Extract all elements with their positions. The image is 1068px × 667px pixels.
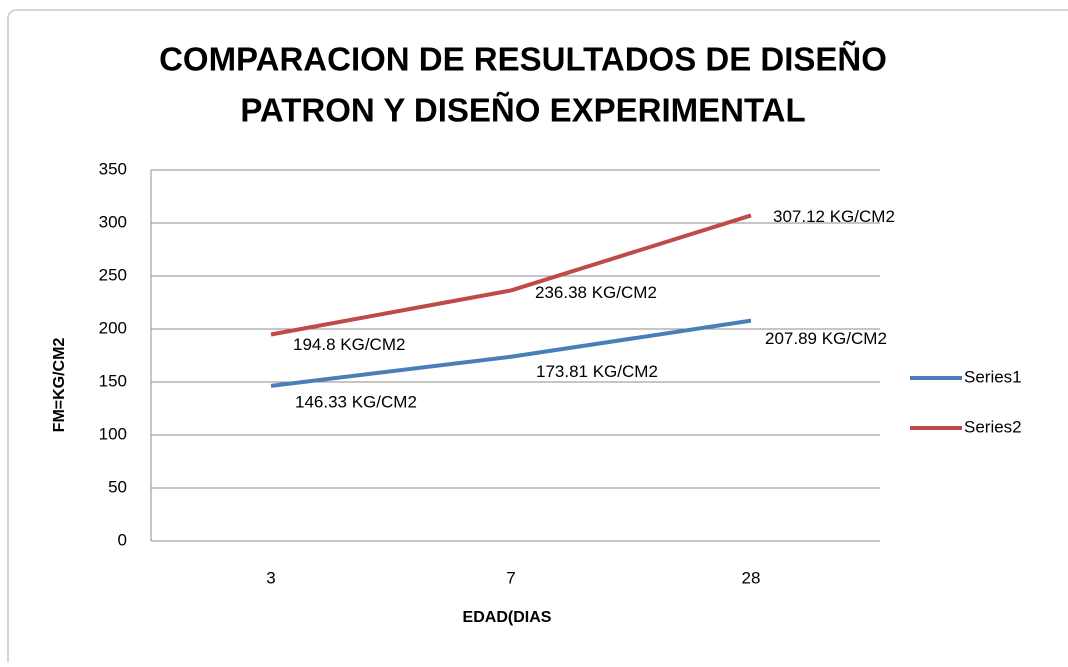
data-label: 173.81 KG/CM2 [536, 362, 658, 381]
y-tick-label: 50 [108, 477, 127, 496]
y-axis-title: FM=KG/CM2 [51, 338, 68, 433]
legend-label: Series2 [964, 417, 1022, 436]
chart-title: COMPARACION DE RESULTADOS DE DISEÑO [159, 41, 887, 78]
chart-title: PATRON Y DISEÑO EXPERIMENTAL [240, 92, 805, 129]
x-tick-label: 7 [506, 568, 515, 587]
x-axis-title: EDAD(DIAS [463, 609, 552, 626]
y-tick-label: 300 [99, 212, 127, 231]
chart-frame [7, 9, 1068, 667]
series-line [270, 318, 752, 388]
legend-label: Series1 [964, 367, 1022, 386]
y-tick-label: 150 [99, 371, 127, 390]
data-label: 307.12 KG/CM2 [773, 207, 895, 226]
y-tick-label: 0 [118, 530, 127, 549]
series-line [270, 213, 752, 337]
y-tick-label: 200 [99, 318, 127, 337]
data-label: 146.33 KG/CM2 [295, 392, 417, 411]
x-tick-label: 3 [266, 568, 275, 587]
data-label: 207.89 KG/CM2 [765, 329, 887, 348]
y-tick-label: 250 [99, 265, 127, 284]
x-tick-label: 28 [742, 568, 761, 587]
y-tick-label: 350 [99, 159, 127, 178]
data-label: 194.8 KG/CM2 [293, 335, 405, 354]
y-tick-label: 100 [99, 424, 127, 443]
data-label: 236.38 KG/CM2 [535, 283, 657, 302]
